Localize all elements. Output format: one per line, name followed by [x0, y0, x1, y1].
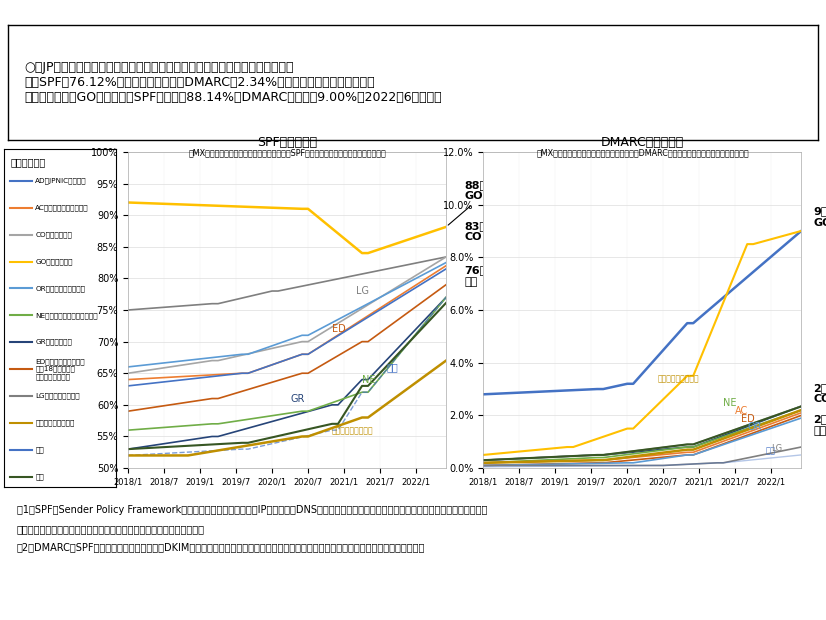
- Text: 地域型・都道府県型: 地域型・都道府県型: [36, 420, 74, 426]
- Text: ドメイン種別: ドメイン種別: [11, 157, 46, 167]
- Text: 合計: 合計: [36, 473, 44, 480]
- Text: ○　JPドメイン名における送信ドメイン認証技術の導入状況は、全体としては
　　SPF：76.12%のドメインで導入、DMARC：2.34%のドメインで導入してお: ○ JPドメイン名における送信ドメイン認証技術の導入状況は、全体としては SPF…: [25, 61, 442, 104]
- Text: ED: ED: [332, 324, 346, 334]
- Text: LG: LG: [771, 444, 782, 453]
- Text: OR（会社以外の法人）: OR（会社以外の法人）: [36, 285, 85, 292]
- Text: CO（一般企業）: CO（一般企業）: [36, 231, 72, 238]
- Text: 地域型・都道府県型: 地域型・都道府県型: [657, 374, 699, 383]
- Text: GO（政府機関）: GO（政府機関）: [36, 259, 73, 265]
- Text: 地域型・都道府県型: 地域型・都道府県型: [332, 427, 373, 435]
- Text: 2．34%
合計: 2．34% 合計: [814, 414, 826, 436]
- Text: （MXレコードを有するドメイン名数のうち、DMARCを設定しているドメイン名数の割合）: （MXレコードを有するドメイン名数のうち、DMARCを設定しているドメイン名数の…: [536, 148, 749, 157]
- Text: NE: NE: [724, 398, 737, 408]
- Text: 汎用: 汎用: [765, 446, 776, 456]
- Text: AD（JPNICの会員）: AD（JPNICの会員）: [36, 177, 87, 184]
- Text: 9．00%
GO: 9．00% GO: [814, 206, 826, 228]
- Text: ED: ED: [741, 414, 755, 424]
- Text: ED（小・中・高校など
主に18歳未満対象
とする各種学校）: ED（小・中・高校など 主に18歳未満対象 とする各種学校）: [36, 358, 85, 380]
- Text: OR: OR: [748, 422, 762, 432]
- Text: （MXレコードを有するドメイン名数のうち、SPFを設定しているドメイン名数の割合）: （MXレコードを有するドメイン名数のうち、SPFを設定しているドメイン名数の割合…: [188, 148, 387, 157]
- Text: 2．35%
CO: 2．35% CO: [814, 383, 826, 404]
- Text: 83．39%
CO: 83．39% CO: [464, 221, 513, 242]
- Text: 76．12%
合計: 76．12% 合計: [464, 265, 513, 286]
- Text: LG（地方公共団体）: LG（地方公共団体）: [36, 392, 80, 399]
- Text: AC: AC: [735, 406, 748, 416]
- Text: NE（ネットワークサービス）: NE（ネットワークサービス）: [36, 312, 98, 319]
- Text: SPFの設定状況: SPFの設定状況: [258, 136, 317, 149]
- Text: DMARCの設定状況: DMARCの設定状況: [601, 136, 684, 149]
- Text: NE: NE: [362, 374, 376, 385]
- Text: GR: GR: [290, 394, 305, 404]
- Text: メールサーバー間の通信でやりとりされる送信者情報を用いる。: メールサーバー間の通信でやりとりされる送信者情報を用いる。: [17, 524, 205, 534]
- Text: LG: LG: [356, 286, 369, 296]
- Text: 汎用: 汎用: [36, 446, 44, 453]
- Text: 88．14%
GO: 88．14% GO: [449, 180, 513, 225]
- Text: AC（大学及び教育機関）: AC（大学及び教育機関）: [36, 205, 89, 211]
- Text: 汎用: 汎用: [386, 362, 398, 372]
- Text: 注2　DMARC：SPFと電子署名の技術を用いるDKIMの認証の結果を元にして、認証に失敗した電子メールの取扱いを送信側で宣言する技術。: 注2 DMARC：SPFと電子署名の技術を用いるDKIMの認証の結果を元にして、…: [17, 542, 425, 552]
- Text: 注1　SPF：Sender Policy Framework。送信側のメールサーバーのIPアドレスをDNSで宣言することにより、ネットワーク的に認証を実施する技: 注1 SPF：Sender Policy Framework。送信側のメールサー…: [17, 505, 487, 515]
- Text: GR（任意団体）: GR（任意団体）: [36, 339, 72, 345]
